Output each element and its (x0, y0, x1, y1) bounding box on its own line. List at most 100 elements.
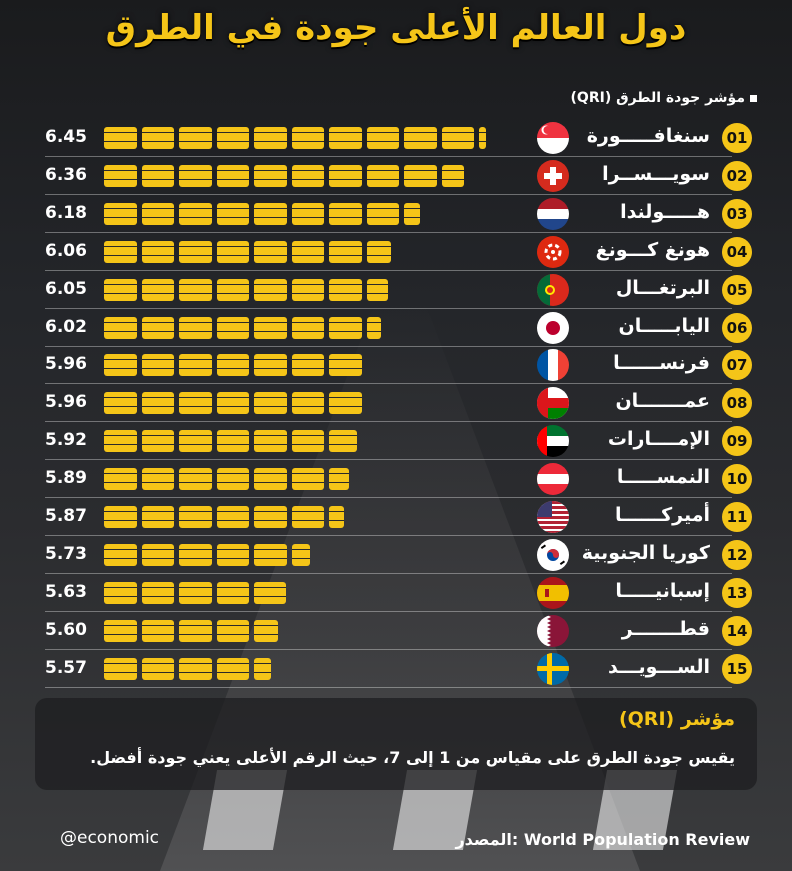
rank-badge: 08 (722, 388, 752, 419)
account-handle: @economic (60, 828, 160, 848)
value-label: 5.87 (45, 506, 87, 526)
bar-segment (141, 468, 174, 491)
oman-flag-icon (537, 387, 569, 420)
bar-segment (216, 240, 249, 263)
bar-segment (141, 164, 174, 187)
value-label: 6.36 (45, 164, 87, 185)
value-label: 5.63 (45, 581, 87, 602)
rank-badge: 04 (722, 236, 752, 267)
bar-segment (329, 316, 362, 339)
legend-label: مؤشر جودة الطرق (QRI) (570, 90, 745, 106)
bar-segment (329, 430, 357, 453)
bar-segment (366, 278, 389, 301)
bar-segment (104, 164, 137, 187)
bar-segment (216, 543, 249, 566)
bar-segment (329, 202, 362, 225)
row-divider (45, 572, 732, 574)
bar-segment (216, 657, 249, 680)
bar-segment (254, 543, 287, 566)
bar-segment (216, 581, 249, 604)
bar-segment (291, 202, 324, 225)
bar-segment (179, 430, 212, 453)
row-divider (45, 421, 732, 423)
bar-segment (104, 581, 137, 604)
bar-segment (254, 354, 287, 377)
bar-segment (179, 202, 212, 225)
table-row: 04 هونغ كـــونغ 6.06 (20, 235, 772, 274)
table-row: 03 هـــــولندا 6.18 (20, 197, 772, 236)
bar-segment (291, 240, 324, 263)
bar-segment (179, 619, 212, 642)
table-row: 01 سنغافـــــورة 6.45 (20, 122, 772, 160)
portugal-flag-icon (537, 273, 569, 306)
bar-segment (216, 619, 249, 642)
sweden-flag-icon (537, 652, 569, 685)
bar-segment (291, 354, 324, 377)
value-label: 5.89 (45, 468, 87, 489)
value-label: 6.45 (45, 127, 87, 147)
rank-badge: 12 (722, 539, 752, 570)
value-label: 6.02 (45, 316, 87, 337)
bar-segment (141, 657, 174, 680)
rank-badge: 02 (722, 160, 752, 191)
bar-segment (141, 392, 174, 415)
bar-segment (254, 316, 287, 339)
bar-segment (216, 468, 249, 491)
value-label: 6.05 (45, 278, 87, 299)
qatar-flag-icon (537, 614, 569, 647)
rank-badge: 11 (722, 502, 752, 532)
bar-segment (216, 392, 249, 415)
table-row: 14 قطـــــــر 5.60 (20, 614, 772, 653)
bar-segment (366, 127, 399, 149)
rank-badge: 15 (722, 653, 752, 684)
row-divider (45, 269, 732, 271)
bar-segment (179, 164, 212, 187)
bar-segment (291, 316, 324, 339)
netherlands-flag-icon (537, 197, 569, 230)
bar-segment (254, 127, 287, 149)
row-divider (45, 345, 732, 347)
country-label: البرتغـــال (615, 276, 710, 299)
hongkong-flag-icon (537, 235, 569, 268)
bar-segment (329, 240, 362, 263)
bar-segment (366, 240, 391, 263)
bar-segment (104, 202, 137, 225)
bar-segment (141, 278, 174, 301)
bar-segment (141, 506, 174, 528)
bar-segment (179, 278, 212, 301)
bar-segment (216, 202, 249, 225)
rank-badge: 03 (722, 198, 752, 229)
south-korea-flag-icon (537, 538, 569, 571)
country-label: اليابـــــان (618, 314, 711, 337)
table-row: 11 أميركــــــا 5.87 (20, 501, 772, 539)
bar-segment (141, 430, 174, 453)
bar-segment (291, 430, 324, 453)
table-row: 09 الإمــــارات 5.92 (20, 425, 772, 463)
bar-segment (291, 164, 324, 187)
bar-segment (179, 354, 212, 377)
table-row: 13 إسبانيـــــا 5.63 (20, 576, 772, 615)
austria-flag-icon (537, 463, 569, 496)
table-row: 05 البرتغـــال 6.05 (20, 273, 772, 312)
value-label: 6.18 (45, 202, 87, 223)
info-title: مؤشر (QRI) (618, 708, 735, 730)
bar-segment (254, 581, 286, 604)
row-divider (45, 231, 732, 233)
info-text: يقيس جودة الطرق على مقياس من 1 إلى 7، حي… (90, 748, 735, 767)
bar-segment (104, 506, 137, 528)
bar-segment (254, 202, 287, 225)
bar-segment (216, 278, 249, 301)
bar-segment (254, 164, 287, 187)
row-divider (45, 193, 732, 195)
country-label: فرنســــــا (613, 352, 710, 375)
bar-segment (179, 657, 212, 680)
country-label: سويـــســرا (602, 162, 710, 185)
bar-segment (141, 581, 174, 604)
value-label: 5.73 (45, 543, 87, 564)
country-label: كوريا الجنوبية (581, 541, 710, 564)
country-label: قطـــــــر (621, 617, 710, 640)
bar-segment (329, 392, 362, 415)
bar-segment (329, 127, 362, 149)
bar-segment (179, 543, 212, 566)
country-label: عمـــــــان (615, 390, 710, 413)
